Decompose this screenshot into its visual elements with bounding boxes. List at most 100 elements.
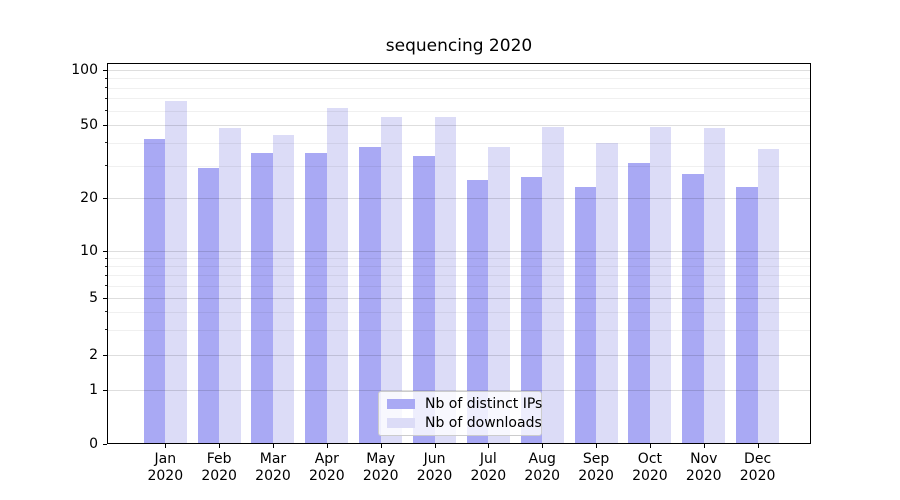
- x-tick-jan: [165, 444, 167, 448]
- x-tick-aug: [542, 444, 544, 448]
- gridline-y-100: [107, 70, 811, 71]
- bar-nb-of-distinct-ips-jan: [143, 138, 166, 444]
- gridline-y-10: [107, 251, 811, 252]
- y-tick-label-1: 1: [89, 382, 98, 398]
- bar-nb-of-downloads-jul: [488, 146, 510, 444]
- plot-area: [107, 63, 811, 444]
- bar-nb-of-distinct-ips-sep: [574, 186, 597, 444]
- gridline-minor-y-8: [107, 266, 811, 268]
- y-tick-2: [103, 354, 107, 356]
- gridline-minor-y-7: [107, 275, 811, 277]
- x-tick-may: [380, 444, 382, 448]
- gridline-y-1: [107, 390, 811, 391]
- gridline-minor-y-40: [107, 142, 811, 144]
- x-tick-label-apr: Apr 2020: [309, 451, 345, 484]
- y-tick-20: [103, 197, 107, 199]
- x-tick-label-feb: Feb 2020: [201, 451, 237, 484]
- x-tick-nov: [703, 444, 705, 448]
- x-tick-sep: [596, 444, 598, 448]
- gridline-y-20: [107, 198, 811, 199]
- y-tick-minor-80: [104, 87, 107, 89]
- y-tick-5: [103, 297, 107, 299]
- bar-nb-of-distinct-ips-jun: [413, 155, 435, 444]
- y-tick-minor-8: [104, 265, 107, 267]
- legend-swatch-nb-of-downloads: [387, 417, 415, 428]
- bar-nb-of-downloads-apr: [326, 107, 349, 444]
- x-tick-label-nov: Nov 2020: [685, 451, 722, 484]
- x-tick-label-sep: Sep 2020: [578, 451, 614, 484]
- x-tick-label-jul: Jul 2020: [470, 451, 507, 484]
- bar-nb-of-downloads-sep: [596, 142, 618, 444]
- y-tick-label-2: 2: [89, 347, 98, 363]
- y-tick-minor-90: [104, 77, 107, 79]
- x-tick-jul: [488, 444, 490, 448]
- y-tick-50: [103, 124, 107, 126]
- y-tick-label-5: 5: [89, 290, 98, 306]
- bar-nb-of-downloads-dec: [757, 148, 780, 444]
- bar-nb-of-distinct-ips-dec: [736, 186, 758, 444]
- y-tick-100: [103, 69, 107, 71]
- gridline-minor-y-3: [107, 329, 811, 331]
- y-tick-minor-30: [104, 165, 107, 167]
- bar-nb-of-distinct-ips-aug: [520, 177, 543, 444]
- legend-label-nb-of-downloads: Nb of downloads: [425, 414, 542, 431]
- bar-nb-of-distinct-ips-may: [359, 146, 381, 444]
- bar-nb-of-distinct-ips-apr: [305, 153, 327, 444]
- y-tick-minor-60: [104, 110, 107, 112]
- gridline-minor-y-70: [107, 98, 811, 100]
- x-tick-label-may: May 2020: [362, 451, 399, 484]
- gridline-minor-y-60: [107, 110, 811, 112]
- gridline-minor-y-6: [107, 285, 811, 287]
- y-tick-label-10: 10: [80, 243, 98, 259]
- x-tick-label-dec: Dec 2020: [739, 451, 776, 484]
- bar-nb-of-distinct-ips-mar: [251, 153, 273, 444]
- legend-label-nb-of-distinct-ips: Nb of distinct IPs: [425, 396, 543, 413]
- gridline-minor-y-9: [107, 258, 811, 260]
- gridline-minor-y-90: [107, 78, 811, 80]
- legend-entry-nb-of-distinct-ips: Nb of distinct IPs: [387, 396, 542, 412]
- bar-nb-of-downloads-feb: [219, 128, 241, 444]
- legend-swatch-nb-of-distinct-ips: [387, 399, 415, 410]
- bar-nb-of-downloads-oct: [649, 126, 672, 444]
- legend-entry-nb-of-downloads: Nb of downloads: [387, 415, 542, 431]
- y-tick-minor-4: [104, 311, 107, 313]
- x-tick-apr: [326, 444, 328, 448]
- y-tick-label-100: 100: [71, 62, 98, 78]
- y-tick-10: [103, 250, 107, 252]
- bar-nb-of-downloads-mar: [272, 135, 295, 444]
- bar-nb-of-downloads-jan: [165, 100, 187, 444]
- gridline-minor-y-30: [107, 165, 811, 167]
- x-tick-jun: [434, 444, 436, 448]
- x-tick-label-aug: Aug 2020: [524, 451, 561, 484]
- y-tick-1: [103, 389, 107, 391]
- gridline-y-50: [107, 125, 811, 126]
- y-tick-minor-40: [104, 142, 107, 144]
- gridline-y-2: [107, 355, 811, 356]
- y-tick-label-50: 50: [80, 117, 98, 133]
- bar-nb-of-distinct-ips-nov: [682, 174, 704, 444]
- bar-nb-of-downloads-may: [380, 117, 403, 444]
- y-tick-label-20: 20: [80, 190, 98, 206]
- x-tick-feb: [219, 444, 221, 448]
- y-tick-label-0: 0: [89, 436, 98, 452]
- x-tick-mar: [272, 444, 274, 448]
- bar-nb-of-downloads-nov: [703, 128, 726, 444]
- x-tick-label-jan: Jan 2020: [147, 451, 184, 484]
- gridline-minor-y-4: [107, 311, 811, 313]
- chart-title: sequencing 2020: [385, 36, 533, 56]
- x-tick-dec: [757, 444, 759, 448]
- x-tick-label-oct: Oct 2020: [632, 451, 668, 484]
- y-tick-minor-70: [104, 97, 107, 99]
- gridline-minor-y-80: [107, 87, 811, 89]
- x-tick-label-jun: Jun 2020: [416, 451, 453, 484]
- gridline-y-5: [107, 298, 811, 299]
- bar-nb-of-distinct-ips-oct: [628, 163, 650, 444]
- x-tick-oct: [649, 444, 651, 448]
- y-tick-0: [103, 443, 107, 445]
- legend: Nb of distinct IPs Nb of downloads: [378, 391, 542, 436]
- bar-nb-of-distinct-ips-jul: [466, 180, 489, 444]
- x-tick-label-mar: Mar 2020: [255, 451, 291, 484]
- bar-nb-of-downloads-aug: [542, 126, 564, 444]
- y-tick-minor-9: [104, 257, 107, 259]
